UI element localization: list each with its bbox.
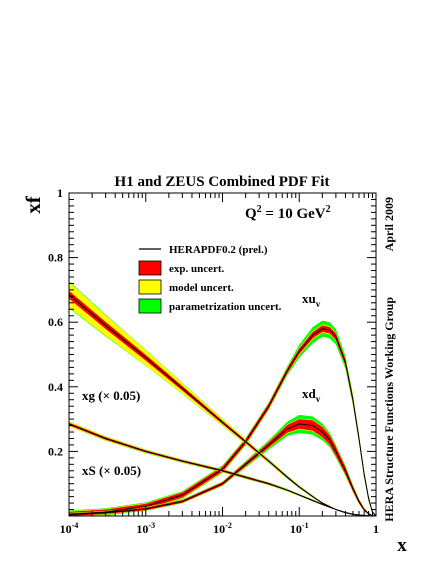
x-axis-label: x bbox=[397, 535, 407, 556]
series-label-xd: xdv bbox=[302, 386, 321, 404]
xs-central-curve bbox=[68, 423, 377, 517]
legend-entry-herapdf0-2-prel: HERAPDF0.2 (prel.) bbox=[139, 244, 268, 256]
y-tick-labels: 0.2 0.4 0.6 0.8 1 bbox=[48, 186, 63, 458]
y-tick-label: 0.6 bbox=[48, 315, 63, 329]
x-tick-label: 10-1 bbox=[290, 521, 309, 536]
legend-entry-parametrization-uncert: parametrization uncert. bbox=[138, 298, 282, 314]
legend-swatch bbox=[138, 298, 162, 314]
x-tick-label: 10-3 bbox=[136, 521, 155, 536]
x-tick-label: 10-4 bbox=[60, 521, 79, 536]
series-label-xg: xg (× 0.05) bbox=[82, 388, 140, 403]
legend-label: parametrization uncert. bbox=[169, 301, 282, 313]
y-axis-label: xf bbox=[21, 195, 45, 214]
y-tick-label: 0.2 bbox=[48, 444, 63, 458]
legend-entry-exp-uncert: exp. uncert. bbox=[138, 260, 225, 276]
y-tick-label: 0.4 bbox=[48, 380, 63, 394]
group-annotation: HERA Structure Functions Working Group bbox=[382, 297, 396, 522]
y-tick-label: 0.8 bbox=[48, 251, 63, 265]
legend-entry-model-uncert: model uncert. bbox=[138, 279, 234, 295]
xu-param-band bbox=[69, 320, 376, 516]
q2-annotation: Q2 = 10 GeV2 bbox=[245, 204, 331, 222]
legend-swatch bbox=[138, 260, 162, 276]
series-labels: xuv xdv xg (× 0.05) xS (× 0.05) bbox=[82, 291, 321, 478]
xu-central-curve bbox=[68, 328, 377, 517]
series-label-xs: xS (× 0.05) bbox=[82, 463, 141, 478]
legend-label: model uncert. bbox=[169, 282, 234, 294]
date-annotation: April 2009 bbox=[382, 197, 396, 251]
x-tick-label: 10-2 bbox=[213, 521, 232, 536]
axis-ticks bbox=[68, 192, 377, 517]
legend-swatch bbox=[138, 279, 162, 295]
legend-label: exp. uncert. bbox=[169, 263, 225, 275]
legend-label: HERAPDF0.2 (prel.) bbox=[169, 244, 268, 256]
series-label-xu: xuv bbox=[302, 291, 321, 309]
x-tick-label: 1 bbox=[373, 522, 379, 536]
chart-title: H1 and ZEUS Combined PDF Fit bbox=[115, 174, 330, 190]
central-curves bbox=[68, 294, 377, 517]
legend: HERAPDF0.2 (prel.) exp. uncert. model unce… bbox=[138, 244, 282, 314]
xd-central-curve bbox=[68, 423, 377, 517]
y-tick-label: 1 bbox=[57, 186, 63, 200]
x-tick-labels: 10-4 10-3 10-2 10-1 1 bbox=[60, 521, 379, 536]
